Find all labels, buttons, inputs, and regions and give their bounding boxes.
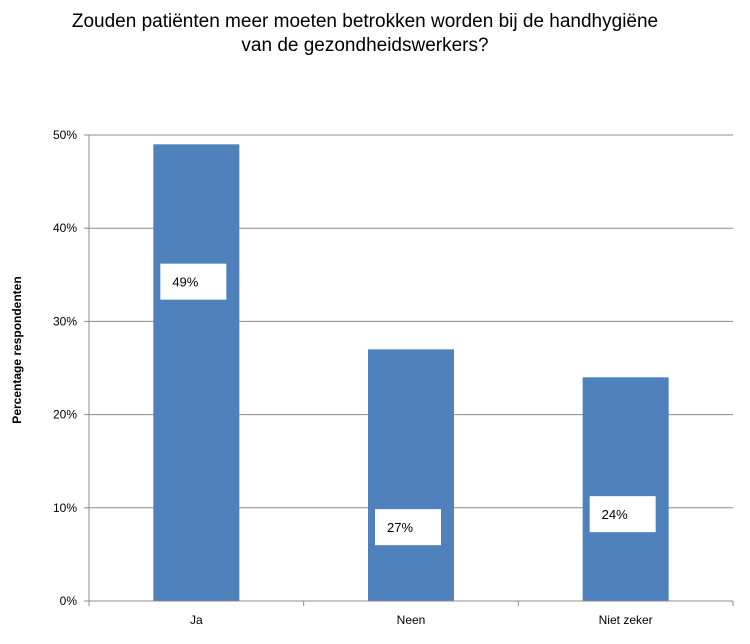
data-label-box	[589, 496, 656, 533]
bar-ja	[153, 144, 240, 601]
data-label-text: 27%	[387, 520, 413, 535]
data-label-text: 24%	[602, 507, 628, 522]
x-tick-label: Niet zeker	[599, 613, 653, 627]
data-label: 49%	[160, 263, 227, 300]
bar-neen	[368, 349, 454, 601]
y-tick-label: 40%	[53, 221, 77, 235]
data-label-text: 49%	[172, 275, 198, 290]
bars	[153, 144, 669, 601]
data-label: 24%	[589, 496, 656, 533]
bar-niet-zeker	[582, 377, 669, 601]
x-tick-label: Ja	[190, 613, 203, 627]
y-tick-label: 10%	[53, 501, 77, 515]
data-label-box	[375, 509, 441, 546]
x-tick-labels: Ja Neen Niet zeker	[190, 613, 653, 627]
y-tick-labels: 0% 10% 20% 30% 40% 50%	[53, 128, 77, 608]
data-labels: 49% 27% 24%	[160, 263, 656, 546]
y-tick-label: 0%	[60, 594, 78, 608]
y-tick-label: 30%	[53, 314, 77, 328]
chart-title-line-1: Zouden patiënten meer moeten betrokken w…	[71, 11, 659, 32]
data-label: 27%	[375, 509, 441, 546]
chart-title: Zouden patiënten meer moeten betrokken w…	[0, 10, 730, 58]
axes	[84, 134, 734, 606]
y-axis-label: Percentage respondenten	[10, 276, 24, 423]
chart-title-line-2: van de gezondheidswerkers?	[241, 35, 489, 56]
x-tick-label: Neen	[397, 613, 426, 627]
data-label-box	[160, 263, 227, 300]
y-tick-label: 50%	[53, 128, 77, 142]
y-tick-label: 20%	[53, 408, 77, 422]
